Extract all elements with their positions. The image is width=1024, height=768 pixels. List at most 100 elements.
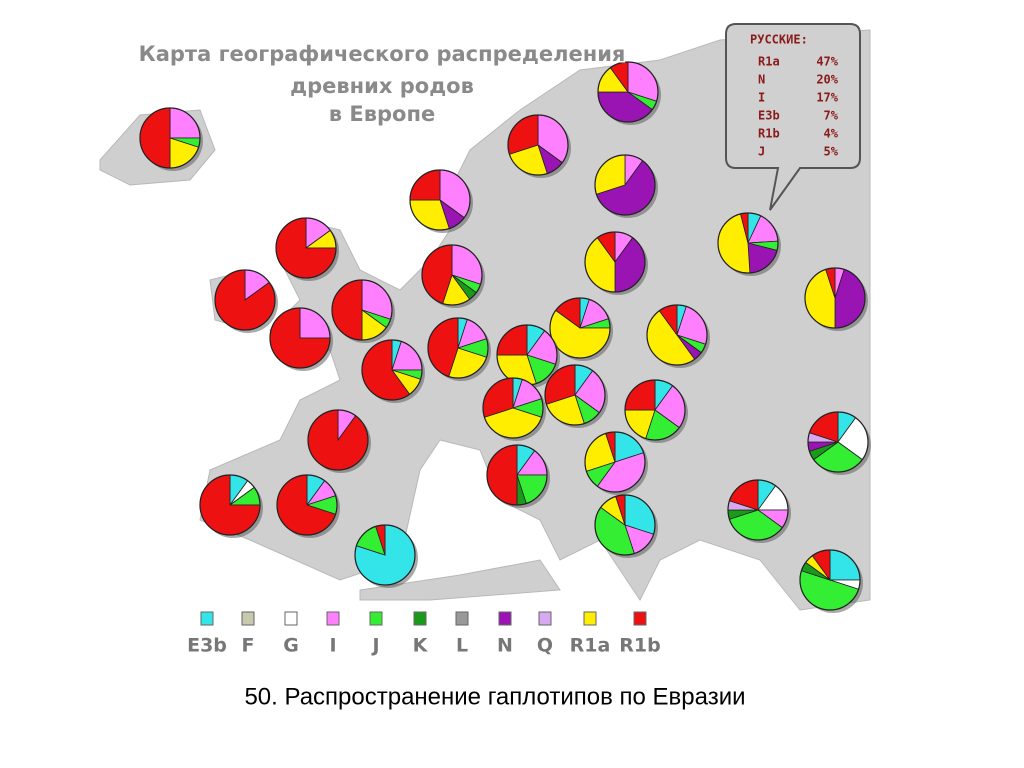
pie-outline xyxy=(199,474,261,536)
pie xyxy=(799,549,863,613)
legend-label: N xyxy=(497,635,513,657)
callout-name: R1b xyxy=(758,127,780,141)
pie-outline xyxy=(269,307,331,369)
pie-outline xyxy=(727,479,789,541)
legend-label: R1b xyxy=(619,635,660,657)
pie-outline xyxy=(486,444,548,506)
pie-outline xyxy=(544,364,606,426)
callout-title: РУССКИЕ: xyxy=(750,33,808,47)
pie-outline xyxy=(717,212,779,274)
callout-name: I xyxy=(758,91,765,105)
pie-outline xyxy=(594,154,656,216)
callout-name: E3b xyxy=(758,109,780,123)
pie xyxy=(727,479,791,543)
pie xyxy=(361,339,425,403)
pie-outline xyxy=(482,377,544,439)
legend-swatch xyxy=(455,611,469,626)
pie xyxy=(409,169,473,233)
legend-swatch xyxy=(200,611,214,626)
legend-label: L xyxy=(456,635,468,657)
pie xyxy=(544,364,608,428)
pie xyxy=(214,269,278,333)
legend-label: G xyxy=(283,635,299,657)
pie xyxy=(486,444,550,508)
title-line: Карта географического распределения xyxy=(139,42,626,66)
legend-label: R1a xyxy=(570,635,611,657)
legend-swatch xyxy=(369,611,383,626)
pie xyxy=(275,217,339,281)
callout: РУССКИЕ: R1a 47% N 20% I 17% E3b 7% R1b 4% J 5% xyxy=(725,23,861,211)
pie xyxy=(597,61,661,125)
pie-outline xyxy=(409,169,471,231)
legend-label: J xyxy=(370,635,379,657)
legend-label: F xyxy=(242,635,255,657)
pie-outline xyxy=(807,411,869,473)
pie xyxy=(594,154,658,218)
legend-label: I xyxy=(329,635,336,657)
legend-swatch xyxy=(413,611,427,626)
legend-label: Q xyxy=(537,635,553,657)
pie xyxy=(269,307,333,371)
pie-outline xyxy=(549,297,611,359)
callout-value: 5% xyxy=(824,145,839,159)
legend: E3b F G I J K L N Q R1a R1b xyxy=(187,611,661,657)
pie-outline xyxy=(646,304,708,366)
pie xyxy=(584,431,648,495)
pie-outline xyxy=(354,524,416,586)
pie-outline xyxy=(276,474,338,536)
pie xyxy=(624,379,688,443)
pie-outline xyxy=(421,244,483,306)
legend-swatch xyxy=(326,611,340,626)
pie-outline xyxy=(597,61,659,123)
pie xyxy=(276,474,340,538)
legend-swatch xyxy=(633,611,647,626)
pies xyxy=(139,61,871,613)
pie-outline xyxy=(139,107,201,169)
pie-outline xyxy=(214,269,276,331)
pie-outline xyxy=(799,549,861,611)
legend-label: K xyxy=(413,635,429,657)
pie xyxy=(354,524,418,588)
legend-swatch xyxy=(241,611,255,626)
pie xyxy=(199,474,263,538)
pie xyxy=(594,494,658,558)
caption: 50. Распространение гаплотипов по Еврази… xyxy=(244,683,745,710)
pie xyxy=(139,107,203,171)
pie-outline xyxy=(624,379,686,441)
title-line: древних родов xyxy=(290,74,474,98)
legend-swatch xyxy=(538,611,552,626)
pie-outline xyxy=(584,231,646,293)
pie xyxy=(421,244,485,308)
pie xyxy=(804,267,868,331)
pie-outline xyxy=(427,317,489,379)
pie-outline xyxy=(361,339,423,401)
pie xyxy=(331,279,395,343)
legend-label: E3b xyxy=(187,635,227,657)
legend-swatch xyxy=(498,611,512,626)
callout-name: N xyxy=(758,73,765,87)
pie-outline xyxy=(507,114,569,176)
pie-outline xyxy=(804,267,866,329)
pie xyxy=(496,324,560,388)
legend-swatch xyxy=(583,611,597,626)
pie-outline xyxy=(594,494,656,556)
pie-outline xyxy=(307,409,369,471)
callout-value: 4% xyxy=(824,127,839,141)
pie xyxy=(717,212,781,276)
callout-value: 47% xyxy=(816,55,838,69)
pie xyxy=(646,304,710,368)
legend-swatch xyxy=(284,611,298,626)
pie xyxy=(807,411,871,475)
pie xyxy=(507,114,571,178)
callout-bubble xyxy=(725,23,861,211)
pie-outline xyxy=(331,279,393,341)
callout-value: 7% xyxy=(824,109,839,123)
callout-name: J xyxy=(758,145,765,159)
pie-outline xyxy=(275,217,337,279)
pie-outline xyxy=(584,431,646,493)
callout-value: 17% xyxy=(816,91,838,105)
pie xyxy=(307,409,371,473)
title: Карта географического распределения древ… xyxy=(137,41,627,128)
pie xyxy=(584,231,648,295)
